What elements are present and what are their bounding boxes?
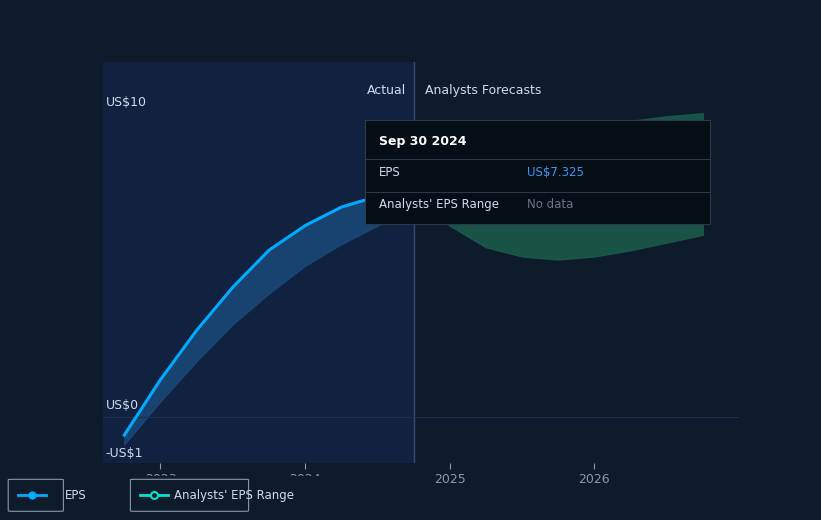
Text: US$0: US$0 xyxy=(106,399,139,412)
Bar xyxy=(103,62,414,463)
Bar xyxy=(414,62,739,463)
Text: Sep 30 2024: Sep 30 2024 xyxy=(379,135,466,148)
Text: Analysts' EPS Range: Analysts' EPS Range xyxy=(379,198,499,211)
Text: Analysts Forecasts: Analysts Forecasts xyxy=(425,84,542,97)
FancyBboxPatch shape xyxy=(131,479,249,511)
Text: -US$1: -US$1 xyxy=(106,447,143,460)
Text: US$7.325: US$7.325 xyxy=(527,166,585,179)
Text: No data: No data xyxy=(527,198,574,211)
Text: Actual: Actual xyxy=(367,84,406,97)
Text: US$10: US$10 xyxy=(106,96,146,109)
Text: EPS: EPS xyxy=(379,166,401,179)
FancyBboxPatch shape xyxy=(8,479,63,511)
Text: Analysts' EPS Range: Analysts' EPS Range xyxy=(174,489,294,502)
Text: EPS: EPS xyxy=(66,489,87,502)
